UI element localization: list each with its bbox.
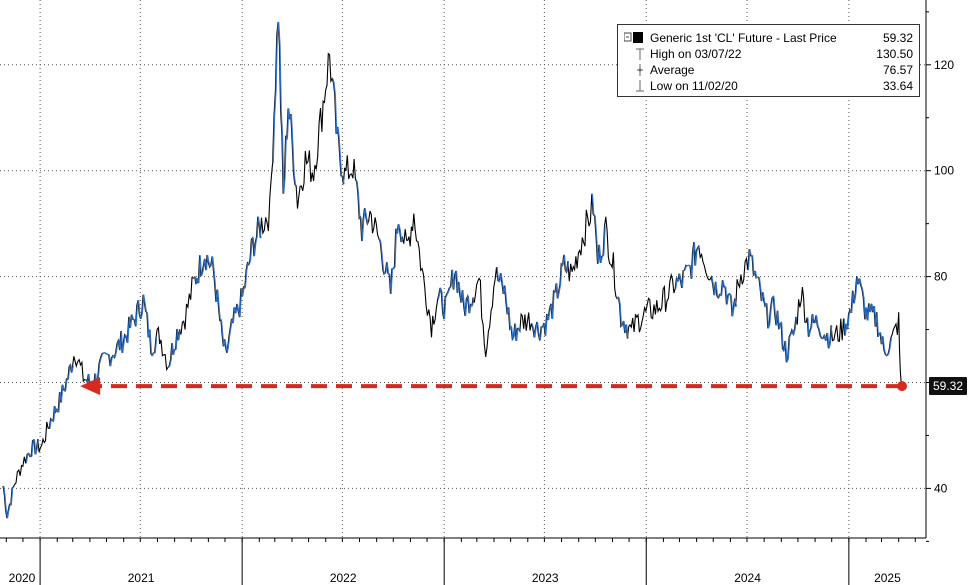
y-tick-label: 80 — [934, 270, 948, 284]
y-axis: 406080100120 — [925, 0, 954, 542]
legend-value: 76.57 — [882, 63, 913, 77]
last-price-dot — [897, 381, 907, 392]
x-tick-label: 2020 — [9, 571, 36, 585]
x-tick-label: 2024 — [734, 571, 761, 585]
high-marker-icon — [634, 48, 646, 60]
x-tick-label: 2022 — [330, 571, 357, 585]
legend-value: 130.50 — [876, 47, 913, 61]
legend-label: Generic 1st 'CL' Future - Last Price — [650, 31, 837, 45]
legend-label: Low on 11/02/20 — [650, 79, 738, 93]
last-price-badge: 59.32 — [929, 377, 967, 396]
legend-item-average: Average 76.57 — [618, 62, 919, 78]
legend-item-low: Low on 11/02/20 33.64 — [618, 78, 919, 94]
y-tick-label: 120 — [934, 58, 954, 72]
plot-area — [2, 22, 907, 519]
y-tick-label: 40 — [934, 481, 948, 495]
reference-arrow-head — [80, 377, 101, 396]
legend-box: Generic 1st 'CL' Future - Last Price 59.… — [617, 24, 920, 97]
average-marker-icon — [634, 64, 646, 76]
x-tick-label: 2021 — [128, 571, 155, 585]
low-marker-icon — [634, 80, 646, 92]
chart-grid — [0, 0, 926, 538]
legend-label: High on 03/07/22 — [650, 47, 742, 61]
legend-item-last-price: Generic 1st 'CL' Future - Last Price 59.… — [618, 30, 919, 46]
legend-label: Average — [650, 63, 695, 77]
x-tick-label: 2025 — [874, 571, 901, 585]
series-line-highlight — [3, 22, 904, 519]
legend-item-high: High on 03/07/22 130.50 — [618, 46, 919, 62]
legend-value: 33.64 — [882, 79, 913, 93]
y-tick-label: 100 — [934, 164, 954, 178]
black-square-icon — [623, 32, 644, 44]
x-axis: 2020 2021 2022 2023 2024 2025 — [0, 537, 926, 585]
x-tick-label: 2023 — [532, 571, 559, 585]
legend-value: 59.32 — [882, 31, 913, 45]
